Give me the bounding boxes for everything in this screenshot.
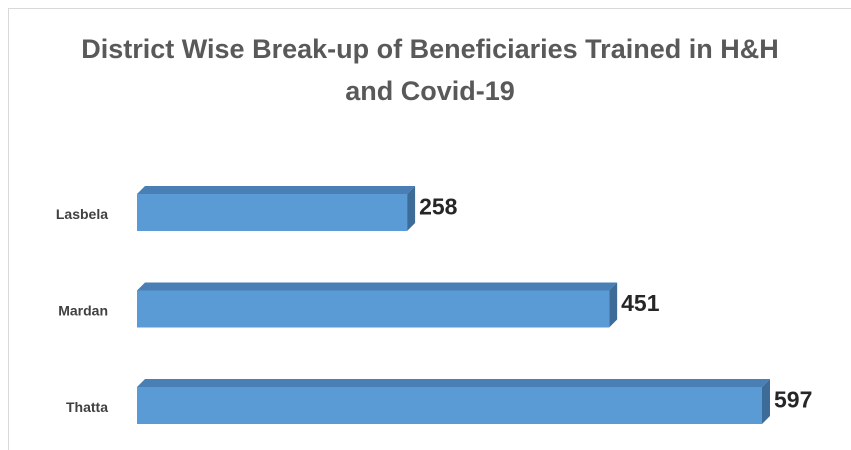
bar-side [407,186,416,231]
value-label: 258 [419,194,458,220]
category-label: Lasbela [56,206,108,222]
bar-top [137,186,416,194]
bar-side [609,282,618,328]
chart-title: District Wise Break-up of Beneficiaries … [81,34,779,106]
chart-border [8,8,851,450]
category-label: Thatta [66,399,108,415]
value-label: 597 [774,387,812,413]
bar-side [762,379,770,424]
bar [137,194,408,231]
bar-top [137,379,770,387]
category-label: Mardan [58,303,108,319]
bar [137,387,762,424]
value-label: 451 [621,290,660,316]
bar [137,290,610,328]
bar-top [137,282,618,291]
